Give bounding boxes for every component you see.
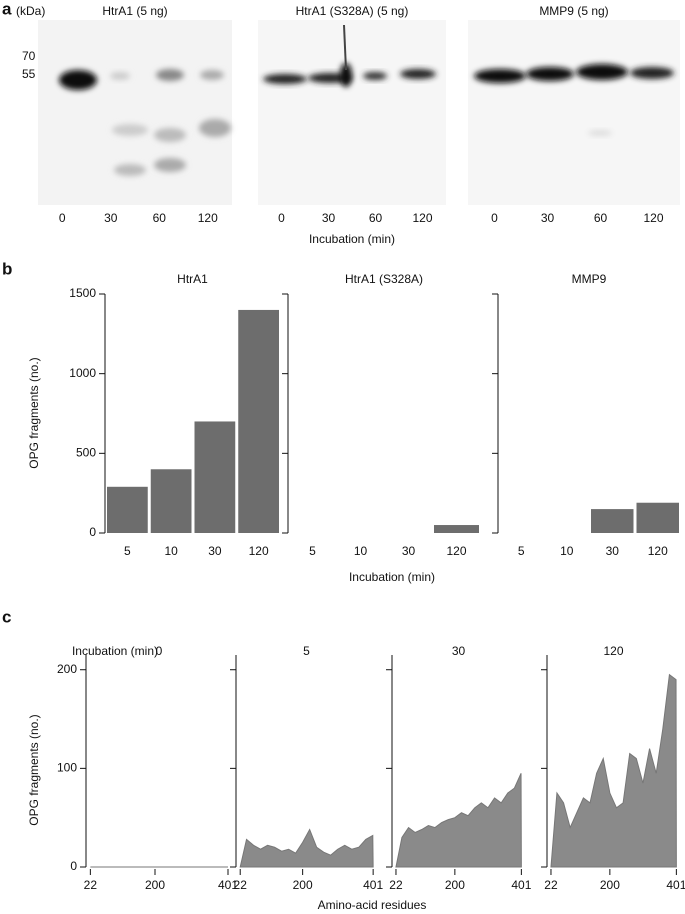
x-tick-label: 120 <box>446 544 466 558</box>
chart-title: 5 <box>303 644 310 658</box>
x-tick-label: 22 <box>389 878 403 892</box>
lane-label: 60 <box>153 211 167 225</box>
y-axis-label: OPG fragments (no.) <box>27 357 41 468</box>
chart-title: HtrA1 (S328A) <box>345 272 423 286</box>
blot-title: HtrA1 (S328A) (5 ng) <box>296 4 409 18</box>
y-tick-label: 200 <box>57 662 77 676</box>
y-tick-label: 500 <box>76 446 96 460</box>
panel-label: b <box>2 259 12 278</box>
x-tick-label: 30 <box>402 544 416 558</box>
chart-title: 30 <box>452 644 466 658</box>
x-tick-label: 5 <box>309 544 316 558</box>
marker-label: 55 <box>22 67 36 81</box>
blot <box>258 20 446 205</box>
x-tick-label: 401 <box>218 878 238 892</box>
bar <box>150 469 192 533</box>
x-tick-label: 200 <box>445 878 465 892</box>
area <box>395 773 522 868</box>
x-tick-label: 401 <box>666 878 685 892</box>
lane-label: 120 <box>198 211 218 225</box>
x-tick-label: 120 <box>249 544 269 558</box>
y-tick-label: 100 <box>57 761 77 775</box>
x-tick-label: 30 <box>606 544 620 558</box>
x-tick-label: 10 <box>560 544 574 558</box>
bar <box>636 502 679 533</box>
x-tick-label: 200 <box>145 878 165 892</box>
x-tick-label: 5 <box>124 544 131 558</box>
x-tick-label: 5 <box>518 544 525 558</box>
marker-label: 70 <box>22 49 36 63</box>
lane-label: 120 <box>412 211 432 225</box>
y-tick-label: 0 <box>89 525 96 539</box>
x-tick-label: 22 <box>544 878 558 892</box>
chart-title: 0 <box>156 644 163 658</box>
blot-title: HtrA1 (5 ng) <box>102 4 167 18</box>
blot <box>468 20 680 205</box>
lane-label: 30 <box>104 211 118 225</box>
x-tick-label: 401 <box>511 878 531 892</box>
bar <box>238 309 279 533</box>
area <box>239 828 374 868</box>
y-tick-label: 1000 <box>69 366 96 380</box>
x-axis-label: Incubation (min) <box>349 570 435 584</box>
lane-label: 30 <box>541 211 555 225</box>
bar <box>194 421 236 533</box>
lane-label: 60 <box>594 211 608 225</box>
x-tick-label: 10 <box>164 544 178 558</box>
lane-label: 120 <box>643 211 663 225</box>
area <box>550 673 677 868</box>
blot <box>38 20 232 205</box>
x-axis-label: Amino-acid residues <box>318 898 427 912</box>
x-tick-label: 200 <box>293 878 313 892</box>
lane-label: 30 <box>322 211 336 225</box>
chart-title: 120 <box>603 644 623 658</box>
x-tick-label: 401 <box>363 878 383 892</box>
kda-unit: (kDa) <box>16 4 45 18</box>
lane-label: 0 <box>278 211 285 225</box>
chart-title: MMP9 <box>572 272 607 286</box>
x-tick-label: 22 <box>234 878 248 892</box>
x-tick-label: 30 <box>208 544 222 558</box>
y-tick-label: 0 <box>70 859 77 873</box>
panel-label: c <box>2 607 11 626</box>
lane-label: 60 <box>369 211 383 225</box>
y-axis-label: OPG fragments (no.) <box>27 714 41 825</box>
x-tick-label: 10 <box>354 544 368 558</box>
chart-title: HtrA1 <box>177 272 208 286</box>
lane-label: 0 <box>491 211 498 225</box>
blot-title: MMP9 (5 ng) <box>539 4 608 18</box>
x-axis-label: Incubation (min) <box>309 232 395 246</box>
x-tick-label: 120 <box>648 544 668 558</box>
legend-title: Incubation (min) <box>72 644 158 658</box>
panel-label: a <box>2 0 12 18</box>
y-tick-label: 1500 <box>69 286 96 300</box>
x-tick-label: 200 <box>600 878 620 892</box>
bar <box>107 486 148 533</box>
lane-label: 0 <box>59 211 66 225</box>
bar <box>434 525 479 533</box>
bar <box>591 509 634 533</box>
x-tick-label: 22 <box>84 878 98 892</box>
